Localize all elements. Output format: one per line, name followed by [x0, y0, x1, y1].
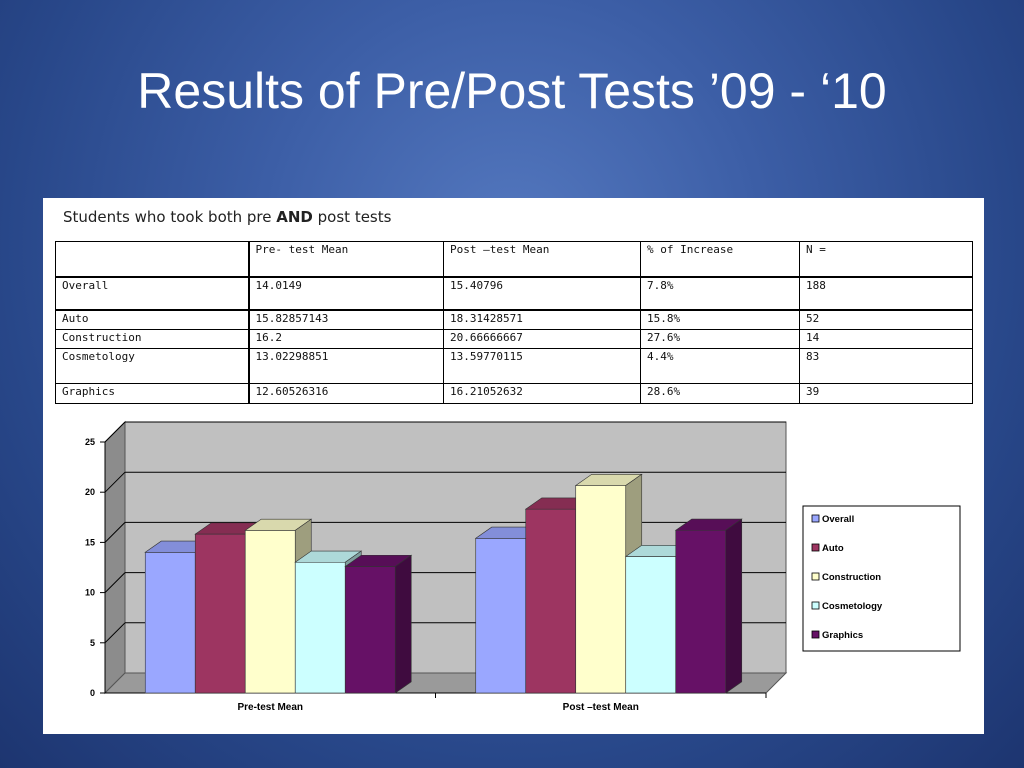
table-row: Auto 15.82857143 18.31428571 15.8% 52 — [55, 309, 973, 330]
gridline-side — [104, 622, 126, 644]
table-row: Cosmetology 13.02298851 13.59770115 4.4%… — [55, 348, 973, 384]
table-header-row: Pre- test Mean Post –test Mean % of Incr… — [55, 241, 973, 278]
cell-post: 15.40796 — [443, 276, 641, 311]
legend-swatch — [811, 601, 820, 610]
results-table: Pre- test Mean Post –test Mean % of Incr… — [55, 241, 973, 404]
legend-swatch — [811, 630, 820, 639]
bar-chart: 0 5 10 15 20 25 Pre-test Mean Post –test Mean Ov… — [85, 420, 961, 713]
cell-pre: 14.0149 — [248, 276, 444, 311]
header-cell-empty — [55, 241, 250, 278]
legend-swatch — [811, 572, 820, 581]
caption-bold: AND — [276, 208, 313, 226]
header-cell-increase: % of Increase — [640, 241, 800, 278]
table-caption: Students who took both pre AND post test… — [63, 208, 391, 226]
legend-label: Overall — [822, 514, 854, 525]
bar-side — [394, 554, 412, 694]
legend-swatch — [811, 514, 820, 523]
y-tick-label: 5 — [90, 638, 95, 648]
caption-suffix: post tests — [312, 208, 392, 226]
legend-label: Cosmetology — [822, 601, 883, 612]
y-tick-label: 10 — [85, 588, 95, 598]
cell-n: 188 — [799, 276, 973, 311]
legend-label: Graphics — [822, 630, 863, 641]
cell-post: 20.66666667 — [443, 329, 641, 349]
table-row: Graphics 12.60526316 16.21052632 28.6% 3… — [55, 383, 973, 404]
gridline-side — [104, 421, 126, 443]
cell-post: 13.59770115 — [443, 348, 641, 384]
y-tick-label: 20 — [85, 487, 95, 497]
bar — [344, 566, 396, 694]
bar — [525, 508, 577, 694]
header-cell-pre: Pre- test Mean — [248, 241, 444, 278]
legend-swatch — [811, 543, 820, 552]
bar — [244, 530, 296, 694]
cell-pre: 13.02298851 — [248, 348, 444, 384]
bar — [675, 529, 727, 694]
bar — [294, 561, 346, 694]
cell-increase: 7.8% — [640, 276, 800, 311]
cell-increase: 4.4% — [640, 348, 800, 384]
row-label: Graphics — [55, 383, 250, 404]
gridline-side — [104, 572, 126, 593]
bar — [625, 556, 677, 694]
row-label: Overall — [55, 276, 250, 311]
cell-post: 18.31428571 — [443, 309, 641, 330]
bar — [144, 551, 196, 694]
bar — [575, 485, 627, 694]
gridline-side — [104, 471, 126, 493]
y-tick-label: 25 — [85, 437, 95, 447]
header-cell-post: Post –test Mean — [443, 241, 641, 278]
legend-label: Construction — [822, 572, 881, 583]
plot-side-wall — [104, 420, 126, 695]
legend-label: Auto — [822, 543, 844, 554]
caption-prefix: Students who took both pre — [63, 208, 277, 226]
bar — [194, 533, 246, 694]
slide-title: Results of Pre/Post Tests ’09 - ‘10 — [137, 63, 887, 119]
gridline-side — [104, 522, 126, 543]
results-panel: Students who took both pre AND post test… — [43, 198, 984, 734]
table-row: Overall 14.0149 15.40796 7.8% 188 — [55, 276, 973, 311]
y-tick-label: 15 — [85, 537, 95, 547]
cell-post: 16.21052632 — [443, 383, 641, 404]
cell-pre: 12.60526316 — [248, 383, 444, 404]
bar-side — [725, 518, 743, 694]
x-category-label: Pre-test Mean — [237, 702, 303, 713]
x-category-label: Post –test Mean — [563, 702, 639, 713]
bar — [475, 538, 527, 694]
cell-n: 39 — [799, 383, 973, 404]
y-tick-label: 0 — [90, 688, 95, 698]
legend-box — [802, 505, 961, 652]
header-cell-n: N = — [799, 241, 973, 278]
